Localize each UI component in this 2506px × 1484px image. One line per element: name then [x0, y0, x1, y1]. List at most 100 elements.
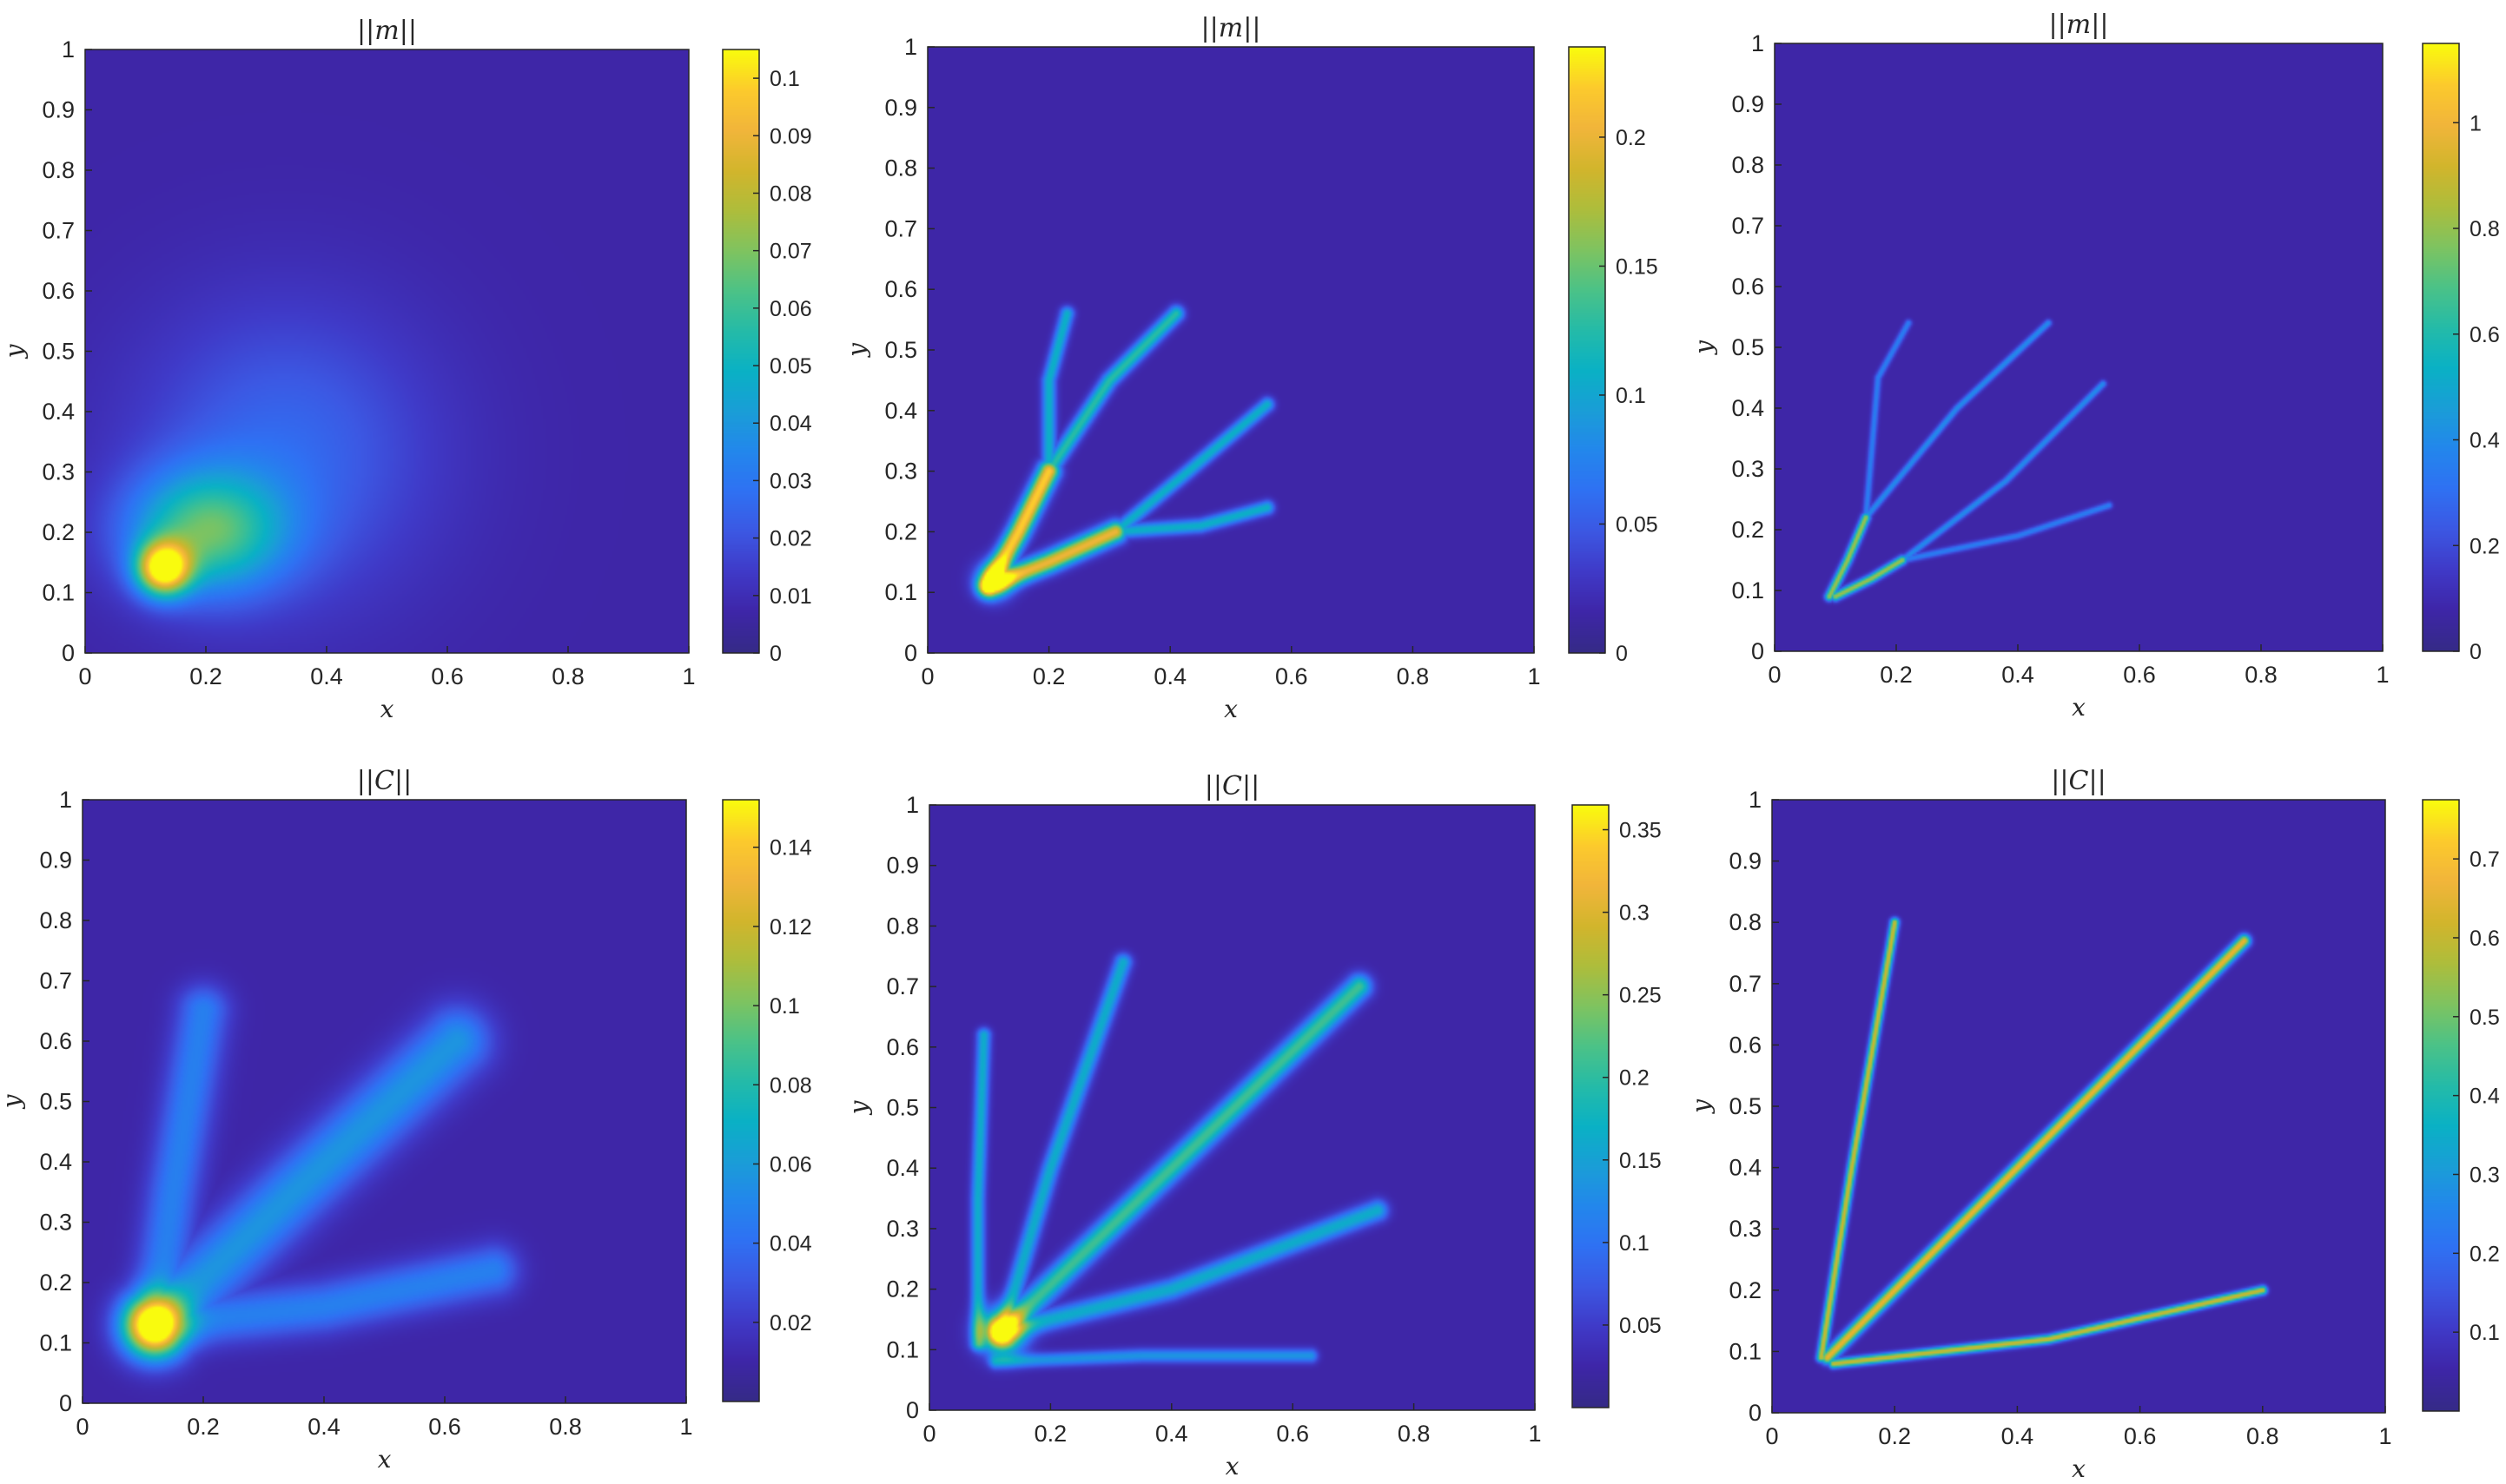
y-tick-label: 0.1 [886, 1336, 919, 1362]
y-tick-label: 0.2 [1731, 517, 1764, 543]
x-tick-label: 0 [1765, 1423, 1778, 1449]
heatmap-image [928, 47, 1534, 653]
x-tick-label: 0.4 [1155, 1421, 1188, 1447]
colorbar-tick-label: 0.1 [770, 67, 800, 91]
colorbar-tick-label: 0.1 [1616, 384, 1646, 408]
x-tick-label: 0.6 [2123, 662, 2156, 688]
colorbar-tick-label: 0.08 [770, 181, 812, 206]
subplot-3: 0 0.2 0.4 0.6 0.8 100.10.20.30.40.50.60.70.80… [1689, 10, 2500, 722]
y-tick-label: 1 [59, 787, 72, 813]
colorbar-tick-label: 0.05 [1619, 1314, 1662, 1338]
y-tick-label: 0.5 [886, 1095, 919, 1121]
y-tick-label: 0.4 [42, 399, 75, 425]
y-tick-label: 0.5 [884, 337, 917, 363]
y-tick-label: 0.8 [1731, 152, 1764, 178]
x-tick-label: 0.6 [2124, 1423, 2157, 1449]
y-tick-label: 0.3 [884, 458, 917, 485]
y-tick-label: 0.7 [1731, 213, 1764, 239]
y-tick-label: 1 [1751, 30, 1764, 56]
y-tick-label: 0.7 [1729, 971, 1762, 997]
chart-title: ||m|| [2049, 10, 2109, 40]
y-tick-label: 0.3 [1729, 1216, 1762, 1242]
x-tick-label: 0.8 [552, 663, 585, 689]
x-tick-label: 0.8 [2246, 1423, 2279, 1449]
y-axis-label: y [1687, 1098, 1716, 1115]
colorbar-tick-label: 0.04 [770, 1232, 812, 1256]
colorbar-tick-label: 1 [2470, 111, 2482, 135]
colorbar-tick-label: 0.01 [770, 584, 812, 609]
y-tick-label: 0 [59, 1390, 72, 1416]
y-tick-label: 0.9 [1729, 848, 1762, 874]
colorbar-frame [2422, 43, 2460, 652]
y-tick-label: 0 [1751, 638, 1764, 664]
y-tick-label: 0.3 [1731, 456, 1764, 482]
colorbar-tick-label: 0 [1616, 642, 1628, 666]
x-tick-label: 0.2 [187, 1414, 220, 1440]
colorbar: 0.05 0.1 0.15 0.2 0.25 0.3 0.35 [1571, 804, 1662, 1408]
colorbar-gradient [723, 800, 759, 1402]
colorbar-tick-label: 0.15 [1619, 1149, 1662, 1173]
y-tick-label: 0.7 [884, 215, 917, 241]
colorbar-tick-label: 0.4 [2470, 1085, 2500, 1109]
colorbar-tick-label: 0.2 [2470, 534, 2500, 558]
x-axis-label: x [1226, 1452, 1240, 1481]
colorbar-tick-label: 0.05 [1616, 512, 1658, 537]
colorbar-tick-label: 0.1 [770, 994, 800, 1019]
y-tick-label: 0.6 [39, 1028, 72, 1054]
y-tick-label: 0.4 [1731, 395, 1764, 421]
x-tick-label: 0.4 [1154, 663, 1187, 689]
x-tick-label: 0.2 [1035, 1421, 1068, 1447]
colorbar-tick-label: 0.2 [1616, 126, 1646, 150]
subplot-5: 0 0.2 0.4 0.6 0.8 1 0 0.1 0.2 0.3 0.4 0.5 0.6 0.7 0.8 0… [844, 771, 1662, 1481]
x-tick-label: 0.8 [549, 1414, 582, 1440]
x-tick-label: 0.4 [310, 663, 343, 689]
y-tick-label: 0.3 [39, 1210, 72, 1236]
subplot-6: 0 0.2 0.4 0.6 0.8 1 0 0.1 0.2 0.3 0.4 0.5 0.6 0.7 0.8 0… [1687, 766, 2500, 1483]
subplot-1: 0 0.2 0.4 0.6 0.8 1 0 0.1 0.2 0.3 0.4 0.5 0.6 0.7 0.8 0… [0, 16, 812, 723]
y-axis-label: y [843, 342, 871, 359]
y-tick-label: 0.7 [886, 973, 919, 999]
heatmap-image [1775, 43, 2383, 651]
x-axis-label: x [2072, 1454, 2086, 1483]
x-tick-label: 1 [682, 663, 695, 689]
colorbar-gradient [1569, 47, 1605, 653]
y-tick-label: 0.2 [886, 1276, 919, 1303]
colorbar-tick-label: 0.2 [1619, 1066, 1650, 1091]
colorbar-tick-label: 0 [770, 642, 782, 666]
colorbar-gradient [2423, 43, 2459, 651]
y-tick-label: 0 [1749, 1400, 1762, 1426]
y-axis-label: y [0, 1093, 26, 1110]
colorbar-tick-label: 0.15 [1616, 254, 1658, 279]
y-tick-label: 0.9 [886, 853, 919, 879]
y-tick-label: 0.6 [886, 1034, 919, 1060]
y-tick-label: 0.8 [42, 157, 75, 183]
colorbar: 0 0.01 0.02 0.03 0.04 0.05 0.06 0.07 0.08 0.09 0.1 [722, 49, 812, 666]
colorbar: 0.1 0.2 0.3 0.4 0.5 0.6 0.7 [2422, 799, 2500, 1412]
subplot-4: 0 0.2 0.4 0.6 0.8 1 0 0.1 0.2 0.3 0.4 0.5 0.6 0.7 0.8 0… [0, 766, 812, 1474]
x-tick-label: 0 [1768, 662, 1781, 688]
colorbar: 0.02 0.04 0.06 0.08 0.1 0.12 0.14 [722, 799, 812, 1402]
colorbar-tick-label: 0.06 [770, 297, 812, 321]
y-tick-label: 0.5 [42, 339, 75, 365]
x-tick-label: 0.2 [189, 663, 222, 689]
colorbar-gradient [2423, 800, 2459, 1411]
colorbar-tick-label: 0.35 [1619, 819, 1662, 843]
y-axis-label: y [844, 1099, 873, 1116]
y-tick-label: 0.9 [42, 97, 75, 123]
y-tick-label: 0.6 [884, 276, 917, 302]
colorbar-tick-label: 0.03 [770, 469, 812, 493]
colorbar-tick-label: 0.6 [2470, 323, 2500, 347]
x-axis-label: x [380, 695, 394, 723]
y-tick-label: 0.6 [42, 278, 75, 304]
y-tick-label: 0.1 [1731, 577, 1764, 603]
y-tick-label: 0.2 [1729, 1277, 1762, 1303]
x-tick-label: 0.6 [1276, 1421, 1309, 1447]
y-tick-label: 0.1 [1729, 1338, 1762, 1364]
x-tick-label: 1 [1527, 663, 1540, 689]
colorbar-tick-label: 0.07 [770, 240, 812, 264]
colorbar-tick-label: 0.6 [2470, 927, 2500, 951]
x-tick-label: 0.2 [1880, 662, 1913, 688]
x-tick-label: 0 [78, 663, 91, 689]
y-tick-label: 0.1 [884, 579, 917, 605]
colorbar-gradient [1572, 805, 1609, 1408]
